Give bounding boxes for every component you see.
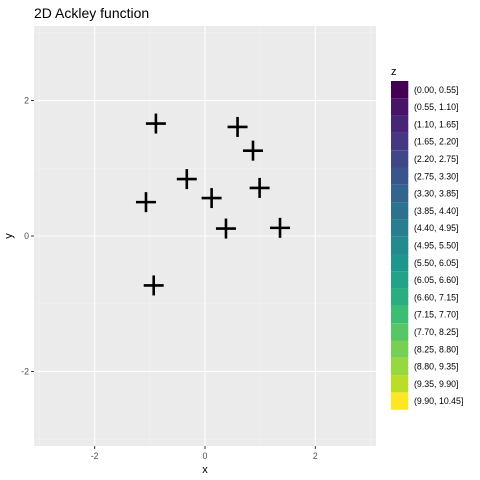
legend-swatch — [391, 375, 409, 393]
legend-label: (7.15, 7.70] — [414, 310, 459, 320]
data-point — [227, 116, 248, 137]
legend-swatch — [391, 271, 409, 289]
data-point — [145, 113, 166, 134]
y-axis-title: y — [3, 233, 15, 239]
legend-swatch — [391, 184, 409, 203]
legend-swatch — [391, 254, 409, 272]
legend-label: (8.25, 8.80] — [414, 344, 459, 354]
legend-item: (6.05, 6.60] — [391, 271, 459, 289]
legend-item: (1.65, 2.20] — [391, 132, 459, 151]
legend-item: (4.40, 4.95] — [391, 219, 459, 237]
legend-label: (5.50, 6.05] — [414, 258, 459, 268]
legend-swatch — [391, 288, 409, 306]
data-points — [135, 113, 291, 296]
legend-label: (8.80, 9.35] — [414, 362, 459, 372]
data-point — [201, 188, 222, 209]
legend-item: (1.10, 1.65] — [391, 115, 459, 133]
legend-label: (2.20, 2.75] — [414, 154, 459, 164]
legend-swatch — [391, 219, 409, 237]
legend-item: (2.20, 2.75] — [391, 150, 459, 168]
legend-item: (7.15, 7.70] — [391, 305, 459, 324]
x-tick-label: -2 — [91, 451, 99, 461]
legend-swatch — [391, 132, 409, 151]
legend-label: (9.35, 9.90] — [414, 379, 459, 389]
legend-label: (9.90, 10.45] — [414, 396, 463, 406]
legend-swatch — [391, 305, 409, 324]
legend-swatch — [391, 202, 409, 220]
legend-swatch — [391, 98, 409, 116]
legend-label: (4.40, 4.95] — [414, 223, 459, 233]
legend-item: (2.75, 3.30] — [391, 167, 459, 185]
data-point — [249, 177, 270, 198]
legend-item: (8.25, 8.80] — [391, 340, 459, 358]
y-tick-label: 0 — [24, 231, 29, 241]
legend-swatch — [391, 357, 409, 376]
axis-ticks: -2 0 2 -2 0 2 — [21, 96, 318, 461]
data-point — [242, 140, 263, 161]
legend-swatch — [391, 392, 409, 410]
legend-title: z — [391, 66, 397, 78]
x-axis-title: x — [202, 464, 208, 476]
legend-label: (7.70, 8.25] — [414, 327, 459, 337]
grid-major — [34, 26, 376, 446]
legend-swatch — [391, 81, 409, 99]
legend-swatch — [391, 340, 409, 358]
x-tick-label: 2 — [313, 451, 318, 461]
data-point — [143, 275, 164, 296]
data-point — [215, 218, 236, 239]
legend-label: (2.75, 3.30] — [414, 171, 459, 181]
legend-item: (4.95, 5.50] — [391, 236, 459, 254]
data-point — [176, 169, 197, 190]
legend-item: (7.70, 8.25] — [391, 323, 459, 341]
legend-label: (6.60, 7.15] — [414, 292, 459, 302]
data-point — [270, 217, 291, 238]
y-tick-label: -2 — [21, 366, 29, 376]
x-tick-label: 0 — [203, 451, 208, 461]
legend-label: (1.65, 2.20] — [414, 137, 459, 147]
legend-swatch — [391, 167, 409, 185]
legend-label: (0.00, 0.55] — [414, 85, 459, 95]
legend-label: (0.55, 1.10] — [414, 102, 459, 112]
legend-swatch — [391, 323, 409, 341]
legend-item: (0.00, 0.55] — [391, 81, 459, 99]
legend: z (0.00, 0.55] (0.55, 1.10] (1.10, 1.65] (1… — [391, 66, 463, 410]
data-point — [135, 192, 156, 213]
legend-item: (9.90, 10.45] — [391, 392, 463, 410]
legend-item: (9.35, 9.90] — [391, 375, 459, 393]
legend-item: (3.85, 4.40] — [391, 202, 459, 220]
legend-label: (3.30, 3.85] — [414, 189, 459, 199]
legend-label: (4.95, 5.50] — [414, 241, 459, 251]
chart-title: 2D Ackley function — [34, 5, 149, 21]
legend-swatch — [391, 115, 409, 133]
legend-label: (6.05, 6.60] — [414, 275, 459, 285]
y-tick-label: 2 — [24, 96, 29, 106]
legend-item: (6.60, 7.15] — [391, 288, 459, 306]
legend-item: (3.30, 3.85] — [391, 184, 459, 203]
legend-swatch — [391, 236, 409, 254]
legend-label: (3.85, 4.40] — [414, 206, 459, 216]
legend-item: (8.80, 9.35] — [391, 357, 459, 376]
legend-items: (0.00, 0.55] (0.55, 1.10] (1.10, 1.65] (1.6… — [391, 81, 463, 410]
legend-label: (1.10, 1.65] — [414, 119, 459, 129]
legend-swatch — [391, 150, 409, 168]
legend-item: (0.55, 1.10] — [391, 98, 459, 116]
legend-item: (5.50, 6.05] — [391, 254, 459, 272]
